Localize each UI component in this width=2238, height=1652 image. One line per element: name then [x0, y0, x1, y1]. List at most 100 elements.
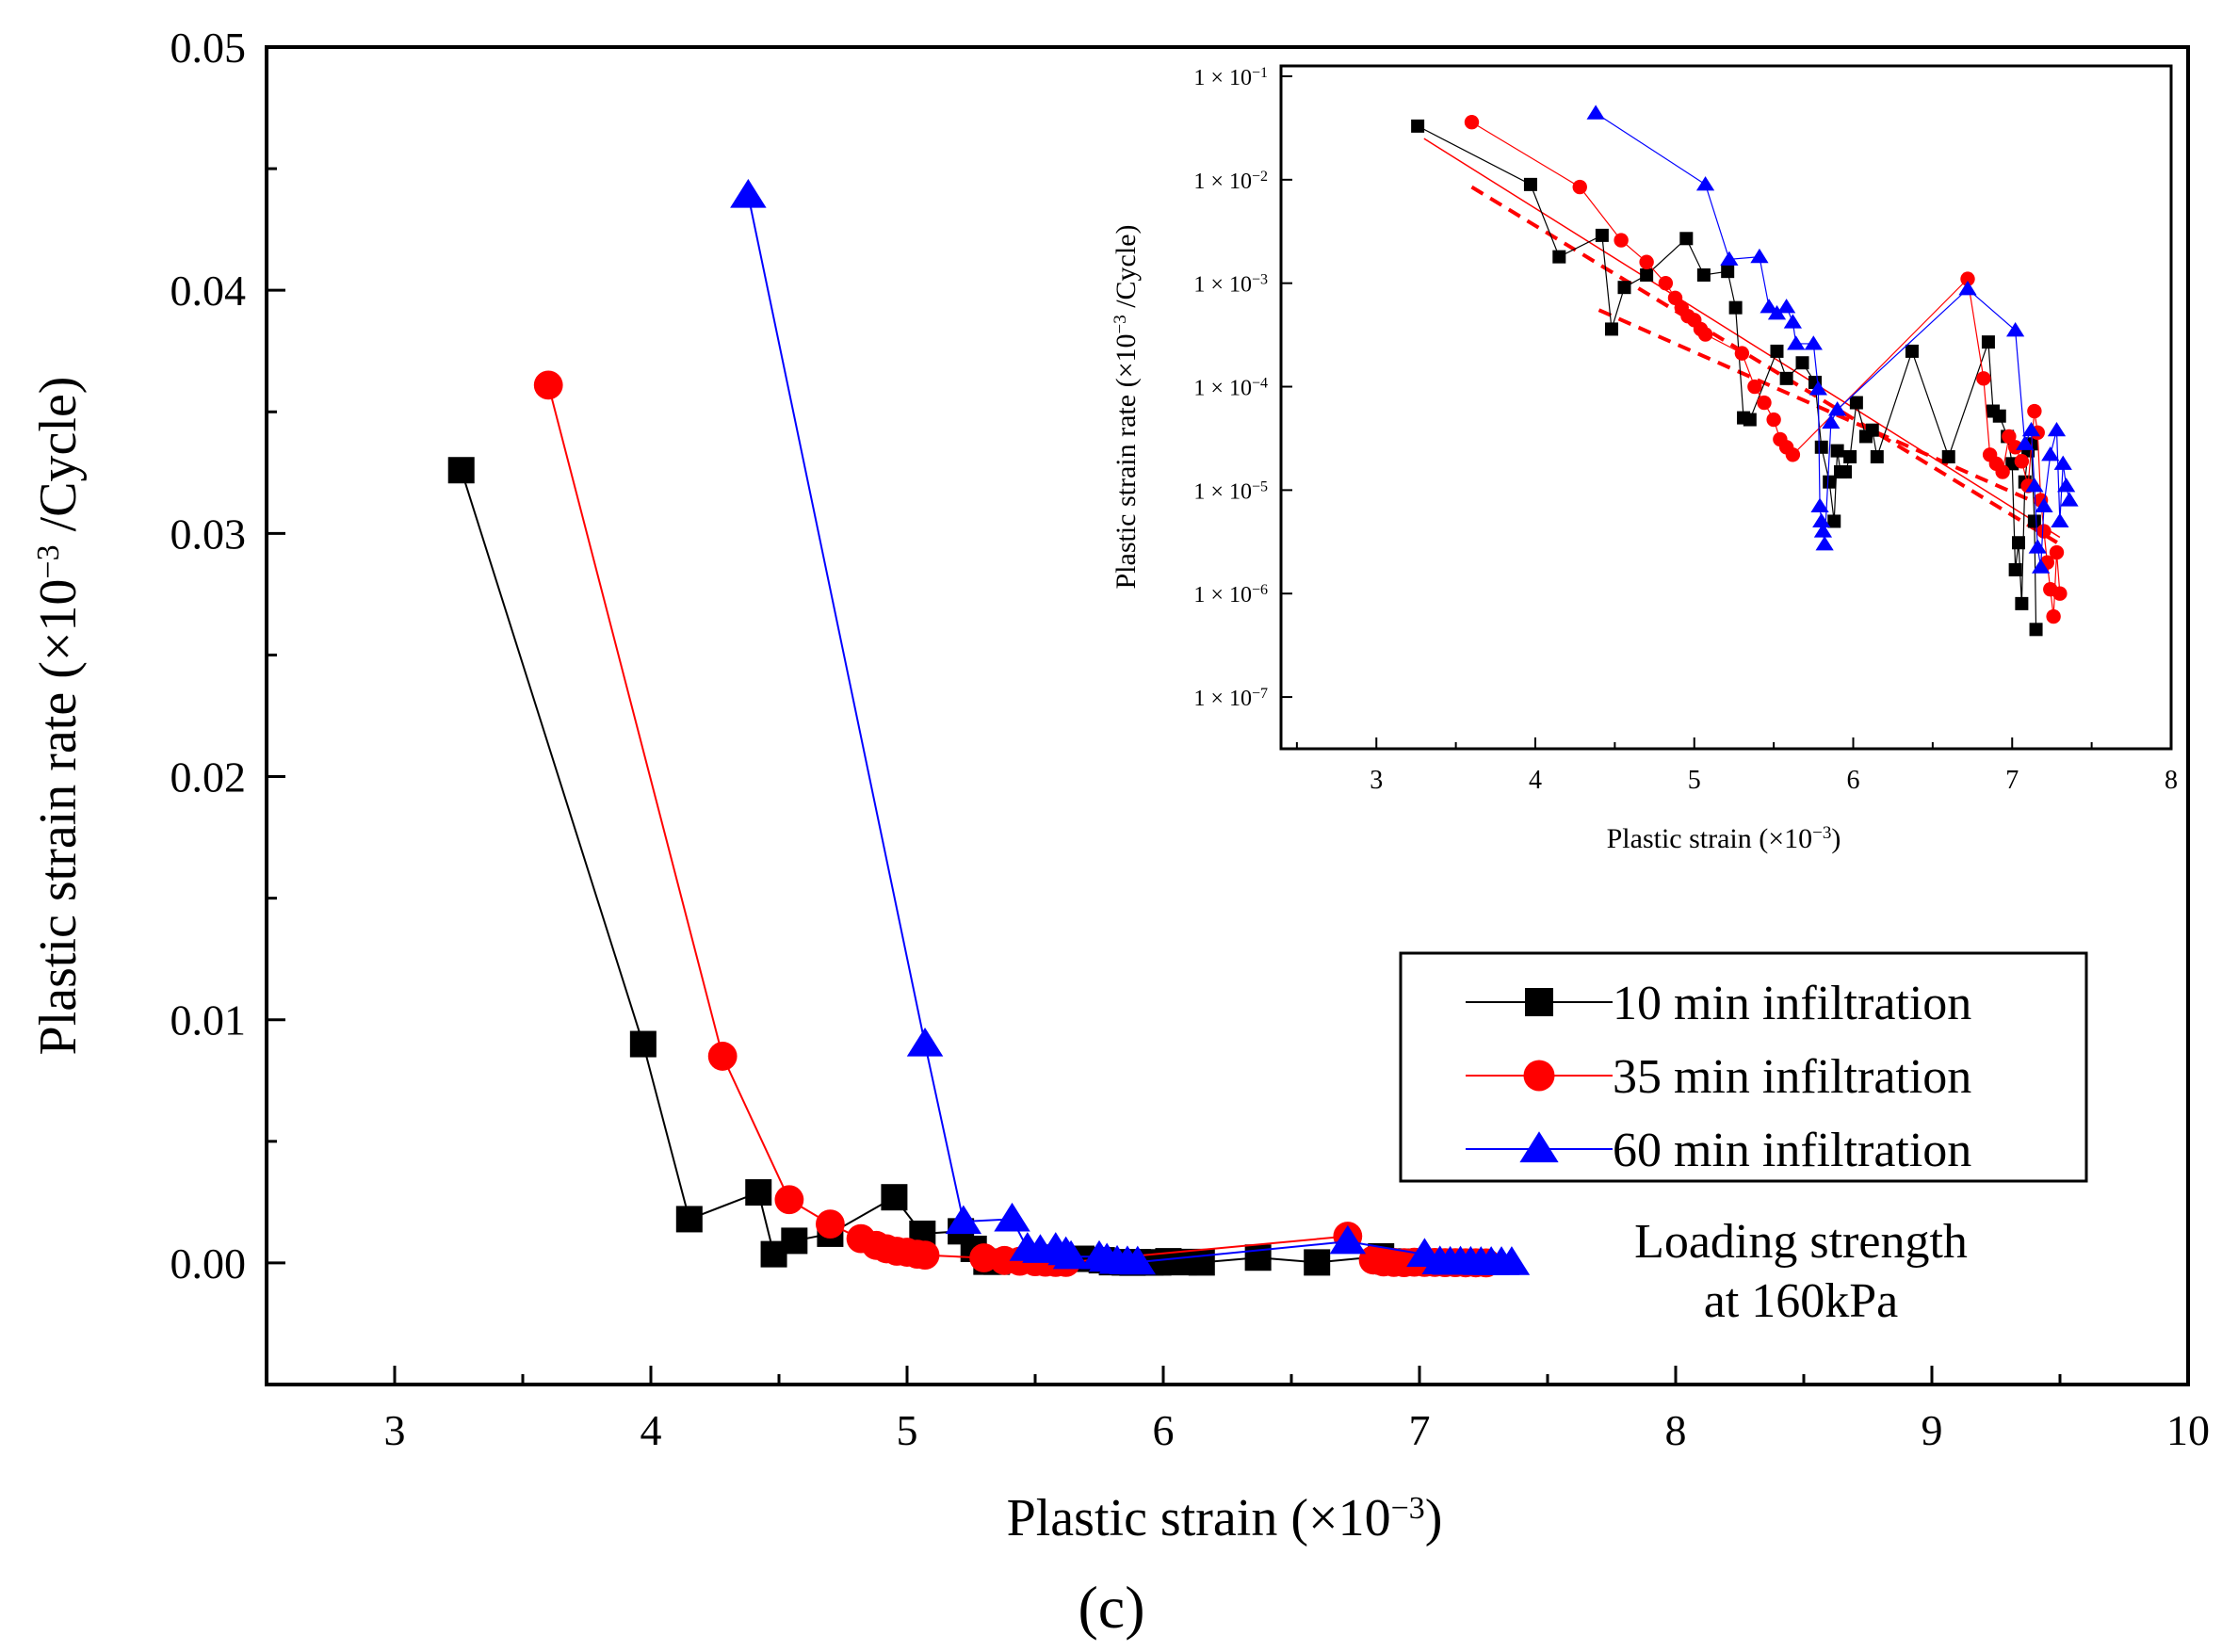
inset-ytick-label: 1 × 10−1 [1193, 64, 1268, 90]
inset-data-point [1785, 447, 1801, 462]
inset-data-point [1770, 344, 1784, 358]
inset-xtick-label: 6 [1847, 766, 1860, 795]
inset-data-point [1981, 335, 1995, 349]
inset-data-point [1586, 105, 1605, 120]
inset-data-point [1795, 356, 1809, 370]
inset-data-point [1813, 523, 1833, 538]
inset-data-point [1995, 464, 2010, 479]
main-data-point [730, 178, 767, 208]
main-data-point [1304, 1249, 1331, 1276]
inset-data-point [1734, 346, 1750, 361]
inset-data-point [1808, 381, 1827, 396]
inset-xlabel-text: Plastic strain (×10 [1607, 823, 1813, 854]
inset-data-point [2021, 421, 2041, 437]
inset-xlabel-tail: ) [1831, 823, 1841, 854]
inset-trendline [1470, 185, 2061, 546]
main-xtick-label: 10 [2166, 1406, 2210, 1454]
inset-xlabel: Plastic strain (×10−3) [1607, 823, 1841, 855]
inset-data-point [1992, 409, 2006, 423]
inset-trendline [1597, 308, 2045, 509]
inset-data-point [1958, 281, 1977, 296]
main-xtick-label: 6 [1153, 1406, 1175, 1454]
inset-data-point [1572, 179, 1587, 195]
inset-data-point [2041, 446, 2060, 462]
legend-label: 35 min infiltration [1613, 1050, 1971, 1104]
inset-chart: 3 4 5 6 7 8 1 × 10−7 1 × 10−6 1 × 10−5 1 × 10−4 1 … [1078, 58, 2178, 868]
inset-data-point [2029, 623, 2043, 637]
inset-data-point [1822, 413, 1841, 429]
inset-data-point [2035, 497, 2053, 512]
inset-data-point [2016, 435, 2035, 450]
inset-xtick-label: 4 [1529, 766, 1542, 795]
inset-data-point [1905, 344, 1919, 358]
legend-label: 10 min infiltration [1613, 977, 1971, 1030]
main-data-point [1052, 1239, 1090, 1270]
inset-data-point [2027, 403, 2042, 419]
inset-data-point [2014, 454, 2030, 469]
main-ytick-label: 0.01 [170, 996, 247, 1045]
inset-data-point [1639, 254, 1654, 269]
main-data-point [881, 1184, 908, 1211]
inset-data-point [1523, 177, 1537, 191]
inset-data-point [2028, 539, 2047, 554]
inset-data-point [1815, 536, 1834, 551]
inset-data-point [2012, 536, 2025, 550]
inset-data-point [2008, 562, 2022, 576]
inset-data-point [1814, 440, 1828, 454]
inset-data-point [2052, 586, 2068, 601]
inset-xtick-label: 8 [2165, 766, 2178, 795]
main-data-point [1244, 1244, 1272, 1271]
inset-data-point [1721, 265, 1735, 279]
inset-data-point [1757, 395, 1772, 411]
main-xlabel-text: Plastic strain (×10 [1007, 1489, 1391, 1547]
main-xtick-label: 3 [384, 1406, 406, 1454]
main-data-point [629, 1030, 657, 1058]
main-data-point [906, 1028, 944, 1057]
inset-data-point [1696, 267, 1711, 282]
inset-data-point [1827, 514, 1841, 528]
inset-data-point [2002, 429, 2017, 445]
main-xtick-label: 7 [1409, 1406, 1431, 1454]
inset-ytick-label: 1 × 10−6 [1193, 582, 1268, 608]
legend-frame [1399, 951, 2088, 1183]
main-data-point [994, 1202, 1030, 1232]
inset-data-point [2015, 596, 2029, 610]
main-data-point [945, 1205, 982, 1235]
annotation-line-2: at 160kPa [1704, 1274, 1899, 1328]
main-data-point [1119, 1245, 1157, 1275]
inset-data-point [2007, 440, 2023, 455]
inset-data-point [1804, 335, 1823, 350]
inset-background [1078, 58, 2171, 868]
inset-data-point [1976, 371, 1991, 386]
inset-data-point [2053, 455, 2072, 470]
main-ylabel-tail: /Cycle) [29, 377, 88, 545]
inset-data-point [1777, 299, 1796, 314]
main-ytick-label: 0.03 [170, 510, 247, 558]
main-data-point [447, 457, 475, 484]
inset-data-point [1839, 465, 1853, 479]
inset-data-point [1464, 115, 1480, 130]
inset-xtick-label: 3 [1370, 766, 1383, 795]
main-xtick-label: 4 [641, 1406, 662, 1454]
main-ylabel-text: Plastic strain rate (×10 [29, 579, 88, 1056]
main-chart: 3 4 5 6 7 8 9 10 0.00 0.01 0.02 0.03 0.04 0.05 Plasti… [29, 24, 2210, 1641]
main-data-point [707, 1042, 738, 1071]
main-data-point [675, 1206, 703, 1233]
inset-data-point [2036, 524, 2052, 539]
inset-data-point [1750, 248, 1769, 264]
inset-data-point [2060, 492, 2079, 507]
inset-xtick-label: 7 [2005, 766, 2019, 795]
legend-marker [1519, 1131, 1559, 1163]
inset-data-point [1697, 327, 1713, 342]
inset-data-point [1849, 396, 1863, 410]
inset-data-point [1960, 271, 1975, 286]
main-data-point [1493, 1246, 1531, 1275]
inset-data-point [1941, 449, 1955, 463]
main-ytick-label: 0.05 [170, 24, 247, 72]
inset-data-point [2047, 421, 2067, 437]
inset-data-point [1766, 412, 1781, 428]
main-xlabel-exp: −3 [1391, 1491, 1425, 1526]
main-data-point [533, 370, 563, 400]
inset-data-point [2027, 514, 2041, 528]
main-xlabel: Plastic strain (×10−3) [1007, 1489, 1443, 1547]
